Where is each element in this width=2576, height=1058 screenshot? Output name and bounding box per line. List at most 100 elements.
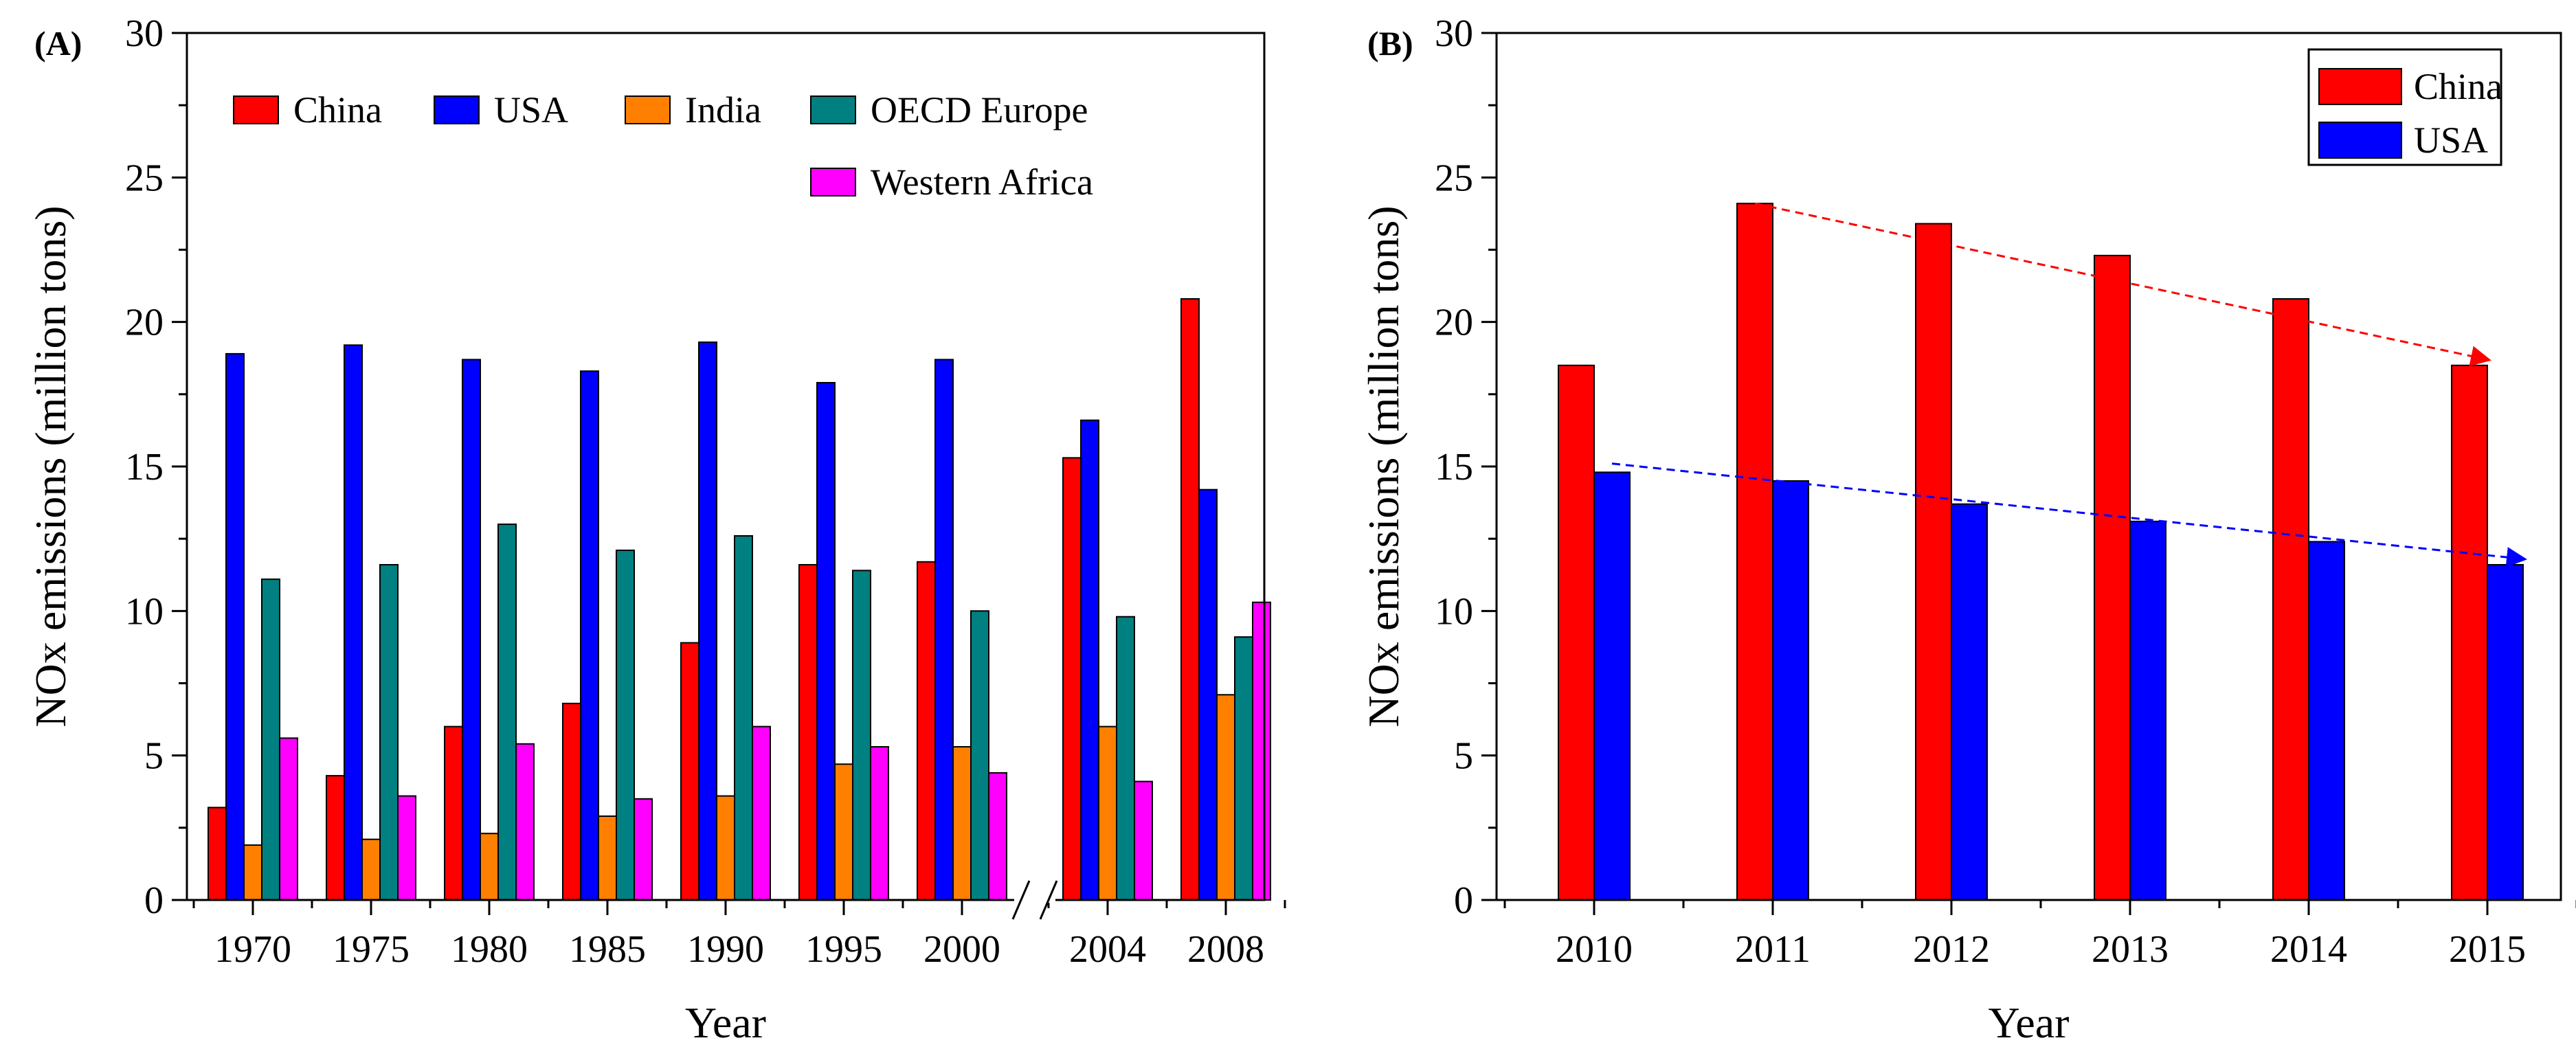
bar-western-africa-2008 (1252, 601, 1271, 901)
bar-china-2008 (1180, 298, 1200, 901)
bar-western-africa-1995 (870, 746, 889, 901)
y-tick-label: 15 (1435, 446, 1473, 488)
y-tick-label: 30 (1435, 12, 1473, 55)
x-tick-label: 2004 (1069, 928, 1146, 971)
bar-india-2000 (952, 746, 972, 901)
y-tick-label: 0 (144, 879, 164, 922)
chart-b: (B) 0 5 10 15 20 25 30 2010 2011 2012 2013 2014 2015 Y… (1359, 12, 2576, 1047)
bar-india-2008 (1216, 694, 1235, 901)
x-tick-label: 2015 (2449, 928, 2526, 971)
x-tick-label: 2008 (1187, 928, 1264, 971)
legend-label-china: China (2414, 66, 2502, 107)
bar-india-2004 (1098, 725, 1117, 901)
bar-usa-2014 (2308, 541, 2345, 901)
legend-swatch-western-africa (810, 168, 856, 196)
legend-label-western-africa: Western Africa (871, 161, 1093, 203)
bar-india-1970 (243, 844, 262, 901)
chart-a: (A) 0 5 10 15 20 25 30 1970 1975 1980 1985 1990 1995 2… (26, 12, 1286, 1047)
y-tick-label: 25 (125, 157, 164, 199)
y-tick-label: 0 (1454, 879, 1473, 922)
legend-swatch-usa (2318, 122, 2402, 159)
bar-western-africa-1975 (397, 795, 416, 901)
bar-western-africa-1985 (634, 798, 653, 901)
bar-china-1975 (326, 775, 345, 901)
y-tick-label: 5 (144, 735, 164, 778)
x-tick-label: 1970 (214, 928, 291, 971)
y-tick-label: 15 (125, 446, 164, 488)
x-tick-label: 2000 (923, 928, 1000, 971)
bar-india-1980 (480, 833, 499, 901)
bar-india-1995 (834, 763, 853, 901)
axis-break-slash (1039, 880, 1058, 920)
trend-arrow-usa (1611, 462, 2527, 568)
bar-india-1990 (716, 795, 735, 901)
panel-label: (A) (34, 24, 82, 63)
legend-label-china: China (293, 89, 382, 131)
y-tick-label: 30 (125, 12, 164, 55)
bar-usa-2013 (2129, 520, 2166, 901)
bar-usa-2011 (1772, 480, 1809, 901)
y-axis-title: NOx emissions (million tons) (1359, 205, 1408, 727)
y-tick-label: 20 (1435, 302, 1473, 344)
bar-western-africa-1990 (752, 725, 771, 901)
bar-china-2010 (1558, 364, 1595, 901)
bar-china-1990 (680, 642, 699, 901)
bar-western-africa-1980 (515, 743, 535, 901)
bar-oecd-europe-1980 (497, 524, 517, 901)
y-tick-label: 5 (1454, 735, 1473, 778)
y-tick-label: 10 (1435, 590, 1473, 633)
bar-usa-1995 (816, 382, 836, 901)
bar-china-2013 (2094, 254, 2131, 901)
x-tick-label: 1985 (569, 928, 646, 971)
x-tick-label: 2010 (1556, 928, 1633, 971)
x-tick-label: 2013 (2092, 928, 2169, 971)
bar-oecd-europe-2004 (1116, 616, 1135, 901)
bar-usa-2004 (1080, 419, 1099, 901)
bar-oecd-europe-1970 (261, 578, 280, 901)
bar-china-1985 (562, 702, 581, 901)
bar-oecd-europe-1995 (852, 570, 871, 901)
bar-usa-2000 (934, 359, 954, 901)
bar-china-2004 (1062, 457, 1082, 901)
legend-label-oecd-europe: OECD Europe (871, 89, 1088, 131)
legend-swatch-usa (434, 95, 480, 124)
legend-swatch-china (233, 95, 279, 124)
bar-usa-2012 (1951, 503, 1988, 901)
x-axis-title: Year (685, 998, 766, 1047)
bar-western-africa-2004 (1134, 780, 1153, 901)
x-tick-label: 1975 (333, 928, 410, 971)
legend-label-india: India (685, 89, 761, 131)
x-tick-label: 1980 (451, 928, 528, 971)
x-tick-label: 1990 (687, 928, 764, 971)
bar-usa-2008 (1198, 488, 1218, 901)
bar-oecd-europe-1990 (734, 535, 753, 901)
bar-china-1995 (798, 564, 818, 901)
bar-china-1970 (208, 807, 227, 901)
bar-china-2012 (1915, 223, 1952, 901)
bar-usa-2010 (1593, 471, 1631, 901)
panel-label: (B) (1367, 24, 1413, 63)
bar-western-africa-2000 (988, 772, 1007, 901)
legend-label-usa: USA (494, 89, 568, 131)
axis-break-slash (1011, 880, 1031, 920)
bar-oecd-europe-2008 (1234, 636, 1253, 901)
x-axis-title: Year (1989, 998, 2070, 1047)
x-tick-label: 1995 (805, 928, 882, 971)
bar-usa-1980 (462, 359, 481, 901)
bar-india-1975 (361, 838, 381, 901)
bar-oecd-europe-1985 (616, 550, 635, 901)
bar-usa-2015 (2487, 564, 2524, 901)
bar-western-africa-1970 (279, 737, 298, 901)
axis-break-gap (1014, 897, 1055, 903)
bar-china-2011 (1736, 203, 1773, 901)
bar-china-2015 (2451, 364, 2488, 901)
x-tick-label: 2014 (2270, 928, 2347, 971)
bar-usa-1970 (225, 352, 245, 901)
bar-oecd-europe-1975 (379, 564, 399, 901)
y-tick-label: 10 (125, 590, 164, 633)
y-tick-label: 25 (1435, 157, 1473, 199)
bar-usa-1985 (580, 370, 599, 901)
legend-label-usa: USA (2414, 120, 2488, 161)
bar-usa-1990 (698, 341, 717, 901)
